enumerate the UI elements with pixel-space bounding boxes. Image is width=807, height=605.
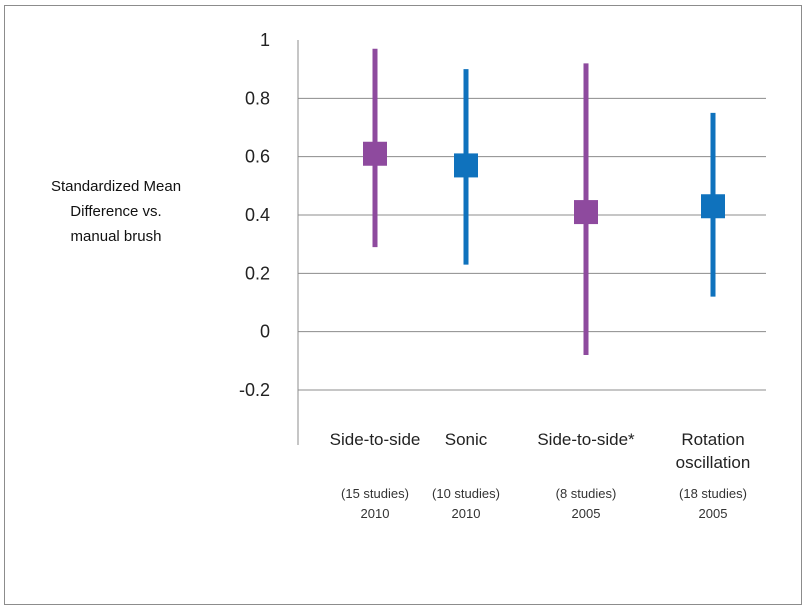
point-estimate-marker	[454, 153, 478, 178]
category-labels: Side-to-side (15 studies) 2010 Sonic (10 stu…	[330, 430, 751, 521]
y-axis-title: Standardized Mean Difference vs. manual br…	[51, 178, 181, 245]
year-label: 2005	[572, 506, 601, 521]
y-tick-label: 0.6	[245, 147, 270, 167]
category-label: Side-to-side*	[537, 430, 635, 449]
point-estimate-marker	[701, 194, 725, 219]
y-axis-title-line: Standardized Mean	[51, 178, 181, 195]
y-tick-label: 0.8	[245, 88, 270, 108]
y-axis-title-line: Difference vs.	[70, 203, 161, 220]
study-count-label: (18 studies)	[679, 486, 747, 501]
y-tick-label: -0.2	[239, 380, 270, 400]
estimates	[363, 48, 725, 355]
year-label: 2010	[361, 506, 390, 521]
y-tick-label: 1	[260, 30, 270, 50]
y-tick-labels: -0.2 0 0.2 0.4 0.6 0.8 1	[239, 30, 270, 400]
point-estimate-marker	[574, 200, 598, 225]
study-count-label: (8 studies)	[556, 486, 617, 501]
forest-plot: -0.2 0 0.2 0.4 0.6 0.8 1 Standardized Mean Diff…	[51, 30, 766, 521]
category-label: Rotation	[681, 430, 744, 449]
y-tick-label: 0.4	[245, 205, 270, 225]
category-label: Side-to-side	[330, 430, 421, 449]
y-tick-label: 0.2	[245, 263, 270, 283]
category-label: oscillation	[676, 453, 751, 472]
point-estimate-marker	[363, 141, 387, 166]
study-count-label: (10 studies)	[432, 486, 500, 501]
category-label: Sonic	[445, 430, 488, 449]
y-axis-title-line: manual brush	[71, 228, 162, 245]
year-label: 2010	[452, 506, 481, 521]
year-label: 2005	[699, 506, 728, 521]
study-count-label: (15 studies)	[341, 486, 409, 501]
y-tick-label: 0	[260, 322, 270, 342]
